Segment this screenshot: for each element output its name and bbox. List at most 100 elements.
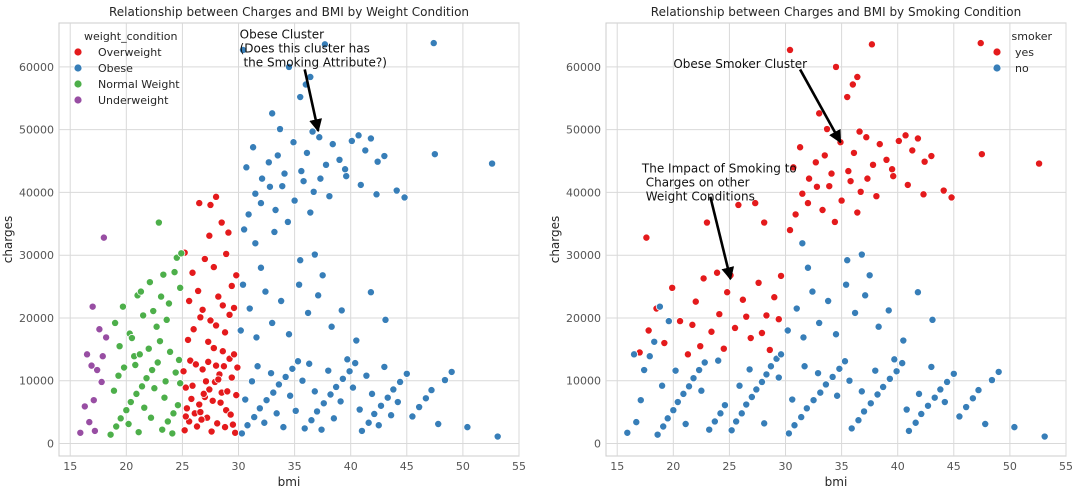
- data-point: [987, 376, 996, 385]
- data-point: [981, 419, 990, 428]
- data-point: [974, 386, 983, 395]
- data-point: [197, 415, 206, 424]
- data-point: [899, 336, 908, 345]
- data-point: [352, 336, 361, 345]
- data-point: [968, 394, 977, 403]
- series-underweight: [76, 233, 111, 437]
- data-point: [374, 421, 383, 430]
- data-point: [236, 326, 245, 335]
- data-point: [387, 411, 396, 420]
- data-point: [976, 39, 985, 48]
- data-point: [901, 131, 910, 140]
- legend-marker: [992, 47, 1002, 57]
- data-point: [368, 389, 377, 398]
- data-point: [427, 386, 436, 395]
- annotation-line: Obese Smoker Cluster: [673, 57, 807, 71]
- data-point: [176, 379, 185, 388]
- data-point: [440, 376, 449, 385]
- data-point: [83, 350, 92, 359]
- data-point: [166, 347, 175, 356]
- data-point: [408, 412, 417, 421]
- x-tick-label: 30: [232, 460, 246, 473]
- data-point: [205, 231, 214, 240]
- data-point: [713, 268, 722, 277]
- data-point: [221, 328, 230, 337]
- data-point: [149, 307, 158, 316]
- data-point: [790, 421, 799, 430]
- annotation-line: The Impact of Smoking to: [641, 161, 797, 175]
- data-point: [857, 387, 866, 396]
- data-point: [825, 182, 834, 191]
- data-point: [335, 155, 344, 164]
- x-tick-label: 25: [722, 460, 736, 473]
- data-point: [994, 367, 1003, 376]
- data-point: [281, 372, 290, 381]
- data-point: [699, 274, 708, 283]
- data-point: [251, 189, 260, 198]
- data-point: [207, 427, 216, 436]
- data-point: [930, 393, 939, 402]
- data-point: [338, 374, 347, 383]
- x-axis-label: bmi: [825, 475, 848, 489]
- annotation-line: Obese Cluster: [240, 28, 325, 42]
- data-point: [85, 418, 94, 427]
- data-point: [676, 317, 685, 326]
- data-point: [1040, 432, 1049, 441]
- data-point: [80, 402, 89, 411]
- data-point: [89, 396, 98, 405]
- data-point: [774, 315, 783, 324]
- data-point: [812, 182, 821, 191]
- data-point: [116, 414, 125, 423]
- data-point: [329, 414, 338, 423]
- data-point: [890, 355, 899, 364]
- data-point: [269, 388, 278, 397]
- data-point: [124, 419, 133, 428]
- data-point: [343, 355, 352, 364]
- data-point: [95, 325, 104, 334]
- data-point: [152, 322, 161, 331]
- y-tick-label: 30000: [19, 249, 54, 262]
- data-point: [383, 393, 392, 402]
- data-point: [362, 371, 371, 380]
- legend-marker: [73, 63, 83, 73]
- data-point: [823, 125, 832, 134]
- data-point: [354, 131, 363, 140]
- data-point: [218, 347, 227, 356]
- data-point: [903, 180, 912, 189]
- legend-label-obese: Obese: [98, 62, 133, 75]
- data-point: [244, 210, 253, 219]
- data-point: [642, 233, 651, 242]
- data-point: [392, 186, 401, 195]
- data-point: [816, 388, 825, 397]
- data-point: [189, 325, 198, 334]
- data-point: [855, 127, 864, 136]
- data-point: [919, 190, 928, 199]
- data-point: [947, 193, 956, 202]
- data-point: [373, 157, 382, 166]
- data-point: [87, 361, 96, 370]
- data-point: [915, 389, 924, 398]
- data-point: [157, 292, 166, 301]
- data-point: [253, 362, 262, 371]
- data-point: [169, 409, 178, 418]
- data-point: [326, 390, 335, 399]
- data-point: [224, 228, 233, 237]
- data-point: [276, 125, 285, 134]
- data-point: [308, 127, 317, 136]
- data-point: [212, 361, 221, 370]
- data-point: [889, 172, 898, 181]
- data-point: [252, 333, 261, 342]
- data-point: [327, 322, 336, 331]
- data-point: [170, 268, 179, 277]
- data-point: [863, 174, 872, 183]
- data-point: [196, 408, 205, 417]
- annotation-text: The Impact of Smoking to Charges on othe…: [641, 161, 797, 203]
- data-point: [668, 283, 677, 292]
- data-point: [138, 382, 147, 391]
- chart-title: Relationship between Charges and BMI by …: [109, 5, 469, 19]
- data-point: [278, 182, 287, 191]
- data-point: [695, 366, 704, 375]
- data-point: [655, 302, 664, 311]
- data-point: [927, 362, 936, 371]
- annotation-line: Weight Conditions: [642, 189, 755, 203]
